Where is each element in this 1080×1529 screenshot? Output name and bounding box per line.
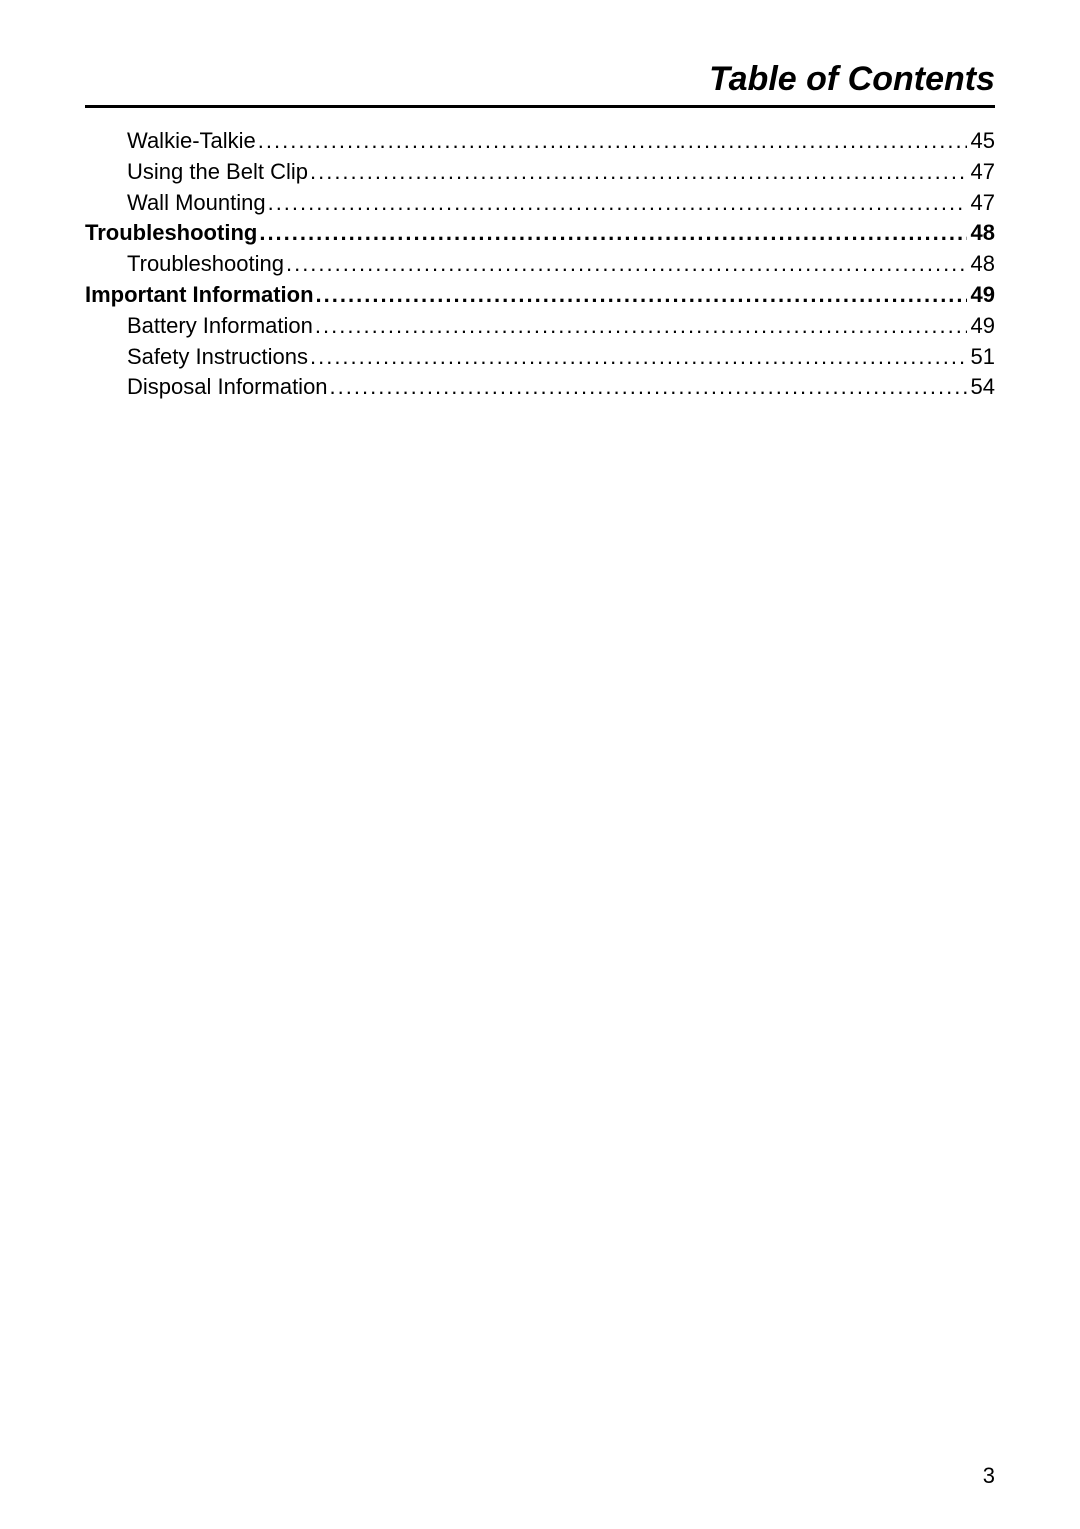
- toc-label: Walkie-Talkie: [127, 126, 256, 157]
- toc-entry: Wall Mounting 47: [85, 188, 995, 219]
- toc-page-number: 45: [967, 126, 995, 157]
- toc-label: Safety Instructions: [127, 342, 308, 373]
- toc-label: Battery Information: [127, 311, 313, 342]
- toc-entry: Disposal Information 54: [85, 372, 995, 403]
- toc-label: Troubleshooting: [85, 218, 257, 249]
- document-page: Table of Contents Walkie-Talkie 45 Using…: [0, 0, 1080, 1529]
- toc-section-entry: Important Information 49: [85, 280, 995, 311]
- toc-leader-dots: [308, 157, 967, 188]
- toc-leader-dots: [314, 280, 967, 311]
- toc-leader-dots: [308, 342, 967, 373]
- toc-label: Wall Mounting: [127, 188, 266, 219]
- toc-page-number: 49: [967, 311, 995, 342]
- toc-entry: Using the Belt Clip 47: [85, 157, 995, 188]
- toc-leader-dots: [313, 311, 967, 342]
- toc-leader-dots: [256, 126, 967, 157]
- toc-page-number: 47: [967, 157, 995, 188]
- footer-page-number: 3: [983, 1463, 995, 1489]
- toc-leader-dots: [257, 218, 966, 249]
- toc-page-number: 47: [967, 188, 995, 219]
- toc-leader-dots: [284, 249, 967, 280]
- toc-leader-dots: [266, 188, 967, 219]
- toc-page-number: 51: [967, 342, 995, 373]
- toc-leader-dots: [328, 372, 967, 403]
- toc-entry: Safety Instructions 51: [85, 342, 995, 373]
- toc-section-entry: Troubleshooting 48: [85, 218, 995, 249]
- toc-page-number: 48: [967, 249, 995, 280]
- toc-container: Walkie-Talkie 45 Using the Belt Clip 47 …: [85, 126, 995, 403]
- toc-entry: Troubleshooting 48: [85, 249, 995, 280]
- toc-entry: Walkie-Talkie 45: [85, 126, 995, 157]
- toc-page-number: 54: [967, 372, 995, 403]
- toc-page-number: 48: [967, 218, 995, 249]
- toc-page-number: 49: [967, 280, 995, 311]
- toc-label: Using the Belt Clip: [127, 157, 308, 188]
- toc-label: Disposal Information: [127, 372, 328, 403]
- toc-label: Troubleshooting: [127, 249, 284, 280]
- page-title: Table of Contents: [85, 60, 995, 108]
- toc-entry: Battery Information 49: [85, 311, 995, 342]
- toc-label: Important Information: [85, 280, 314, 311]
